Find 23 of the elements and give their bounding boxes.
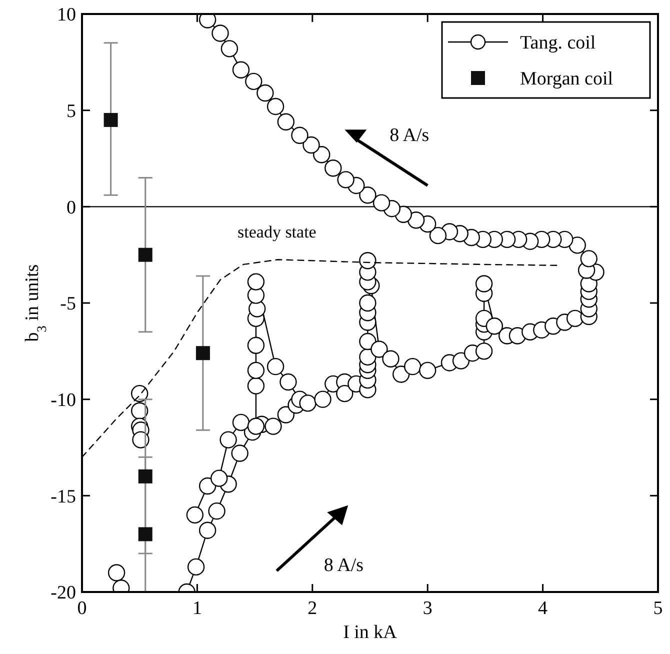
legend-label: Morgan coil <box>520 68 614 90</box>
point <box>196 346 210 360</box>
point <box>104 112 118 127</box>
annotation: steady state <box>238 222 316 242</box>
x-tick-label: 1 <box>192 598 202 619</box>
x-tick-label: 5 <box>653 598 663 619</box>
legend-label: Tang. coil <box>520 32 596 54</box>
x-axis-title: I in kA <box>343 622 398 643</box>
x-tick-label: 2 <box>308 598 318 619</box>
x-tick-label: 3 <box>422 598 432 619</box>
y-tick-label: 0 <box>66 197 76 218</box>
y-tick-label: -10 <box>50 390 76 411</box>
point <box>138 527 152 542</box>
point <box>138 248 152 262</box>
y-tick-label: 5 <box>66 100 76 122</box>
x-tick-label: 4 <box>538 598 548 619</box>
point <box>138 469 152 484</box>
y-tick-label: -5 <box>60 294 76 315</box>
annotation: 8 A/s <box>390 125 430 146</box>
annotation: 8 A/s <box>324 554 364 576</box>
y-tick-label: 10 <box>57 4 76 26</box>
y-tick-label: -20 <box>50 582 76 604</box>
y-tick-label: -15 <box>50 486 76 508</box>
